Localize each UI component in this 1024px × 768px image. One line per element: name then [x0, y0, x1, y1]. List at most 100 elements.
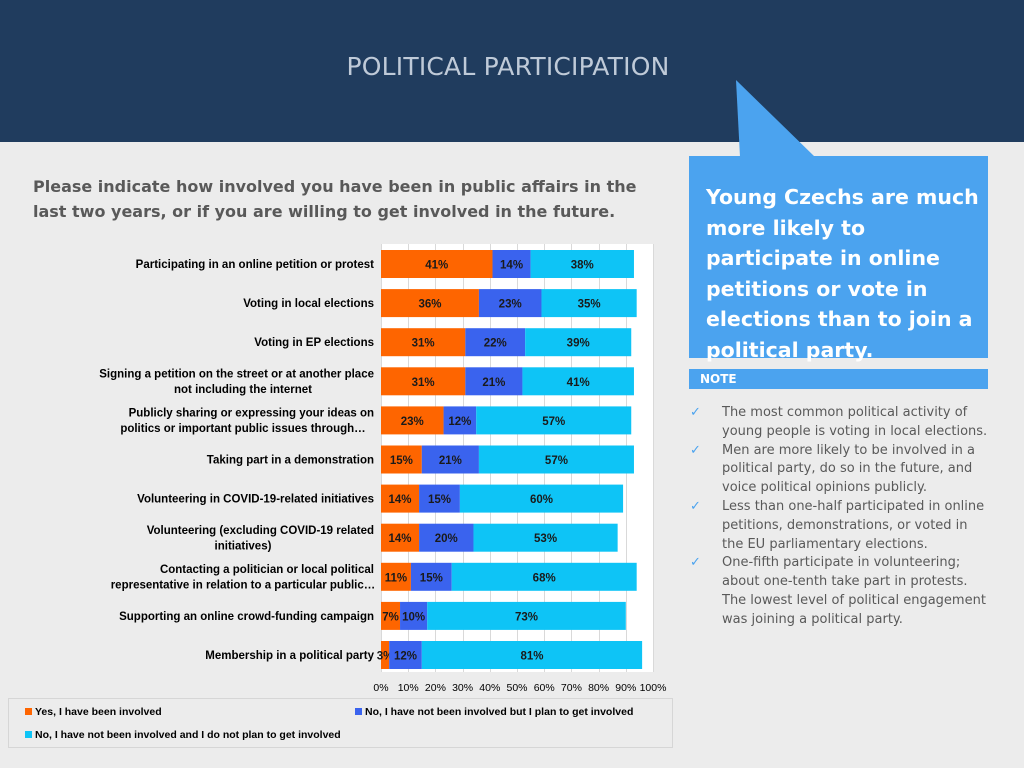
bar-segment [381, 367, 466, 396]
note-item: ✓ Less than one-half participated in onli… [690, 498, 990, 554]
category-label: Voting in local elections [243, 298, 374, 310]
bar-segment [465, 328, 526, 357]
data-label: 53% [534, 533, 557, 545]
x-tick-label: 100% [640, 682, 667, 694]
data-label: 14% [500, 260, 523, 272]
bar-segment [389, 641, 422, 669]
bar-segment [381, 328, 466, 357]
bar-segment [478, 445, 634, 474]
data-label: 12% [448, 416, 471, 428]
data-label: 57% [545, 455, 568, 467]
bar-segment [530, 250, 634, 278]
data-label: 35% [578, 299, 601, 311]
category-label: Volunteering (excluding COVID-19 related [147, 525, 374, 537]
legend-item-plan: No, I have not been involved but I plan … [355, 706, 633, 718]
legend-swatch [25, 708, 32, 715]
x-tick-label: 10% [398, 682, 419, 694]
category-label: Taking part in a demonstration [207, 455, 374, 467]
bar-segment [465, 367, 523, 396]
bar-segment [381, 523, 420, 552]
checkmark-icon: ✓ [690, 442, 701, 458]
data-label: 10% [402, 611, 425, 623]
data-label: 38% [571, 260, 594, 272]
category-label: Participating in an online petition or p… [136, 259, 374, 271]
data-label: 31% [412, 377, 435, 389]
bar-segment [473, 523, 618, 552]
note-header-bar [689, 369, 988, 389]
category-label: Volunteering in COVID-19-related initiat… [137, 494, 374, 506]
bar-segment [525, 328, 632, 357]
bar-segment [541, 289, 637, 318]
x-tick-label: 60% [534, 682, 555, 694]
bar-segment [427, 601, 626, 630]
data-label: 21% [439, 455, 462, 467]
bar-segment [400, 601, 428, 630]
data-label: 14% [389, 533, 412, 545]
checkmark-icon: ✓ [690, 405, 701, 420]
bar-segment [522, 367, 634, 396]
category-label: Signing a petition on the street or at a… [99, 369, 374, 381]
bar-segment [421, 445, 479, 474]
note-item-text: One-fifth participate in volunteering; a… [722, 555, 986, 627]
legend-item-involved: Yes, I have been involved [25, 706, 162, 718]
bar-segment [381, 484, 420, 513]
bar-segment [419, 523, 474, 552]
checkmark-icon: ✓ [690, 498, 701, 514]
data-label: 22% [484, 338, 507, 350]
note-item: ✓ One-fifth participate in volunteering; … [690, 554, 990, 629]
bar-segment [419, 484, 460, 513]
data-label: 60% [530, 494, 553, 506]
x-tick-label: 30% [452, 682, 473, 694]
bar-segment [459, 484, 624, 513]
data-label: 12% [394, 651, 417, 663]
x-tick-label: 0% [373, 682, 388, 694]
header-band [0, 0, 1024, 142]
bar-segment [443, 406, 477, 435]
bar-segment [381, 641, 390, 669]
category-label: Contacting a politician or local politic… [160, 564, 374, 576]
x-tick-label: 70% [561, 682, 582, 694]
bar-segment [451, 562, 637, 591]
data-label: 41% [567, 377, 590, 389]
category-label: Supporting an online crowd-funding campa… [119, 611, 374, 623]
data-label: 15% [420, 572, 443, 584]
legend-swatch [25, 731, 32, 738]
note-item: ✓ Men are more likely to be involved in a… [690, 442, 990, 498]
data-label: 20% [435, 533, 458, 545]
bar-segment [381, 562, 411, 591]
legend-item-not-plan: No, I have not been involved and I do no… [25, 729, 341, 741]
data-label: 31% [412, 338, 435, 350]
bar-segment [478, 289, 542, 318]
category-label: politics or important public issues thro… [120, 423, 365, 435]
bar-segment [381, 601, 401, 630]
data-label: 14% [389, 494, 412, 506]
bar-segment [410, 562, 452, 591]
bar-segment [381, 406, 444, 435]
bar-segment [492, 250, 531, 278]
page-title: POLITICAL PARTICIPATION [346, 52, 670, 81]
data-label: 21% [482, 377, 505, 389]
data-label: 23% [499, 299, 522, 311]
data-label: 68% [533, 572, 556, 584]
category-label: representative in relation to a particul… [111, 580, 376, 592]
note-item-text: Less than one-half participated in onlin… [722, 498, 985, 552]
bar-segment [476, 406, 632, 435]
chart-legend: Yes, I have been involved No, I have not… [8, 698, 673, 748]
legend-label: Yes, I have been involved [35, 706, 162, 718]
data-label: 39% [567, 338, 590, 350]
note-item-text: Men are more likely to be involved in a … [722, 442, 975, 496]
x-tick-label: 20% [425, 682, 446, 694]
x-tick-label: 40% [479, 682, 500, 694]
note-item: ✓ The most common political activity of y… [690, 404, 990, 442]
x-tick-label: 90% [615, 682, 636, 694]
legend-label: No, I have not been involved and I do no… [35, 729, 341, 741]
category-label: Voting in EP elections [254, 337, 374, 349]
survey-question: Please indicate how involved you have be… [33, 177, 637, 221]
bar-segment [381, 289, 479, 318]
data-label: 11% [385, 572, 407, 584]
note-list: ✓ The most common political activity of y… [690, 404, 990, 630]
legend-swatch [355, 708, 362, 715]
checkmark-icon: ✓ [690, 555, 701, 571]
